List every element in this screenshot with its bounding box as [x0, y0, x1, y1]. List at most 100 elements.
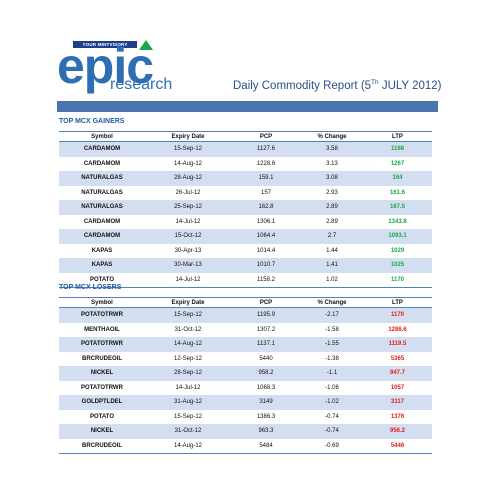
report-title-date: JULY 2012) — [378, 80, 442, 92]
gainers-title: TOP MCX GAINERS — [59, 118, 125, 125]
losers-table-body: POTATOTRWR 15-Sep-12 1195.9 -2.17 1170 MENTHA… — [59, 307, 432, 454]
change-cell: -1.58 — [301, 322, 363, 337]
change-cell: -0.74 — [301, 409, 363, 424]
symbol-cell: POTATOTRWR — [59, 380, 145, 395]
expiry-cell: 14-Jul-12 — [145, 272, 231, 288]
change-cell: -2.17 — [301, 307, 363, 323]
ltp-cell: 1286.6 — [363, 322, 432, 337]
logo-subtitle: research — [110, 76, 173, 93]
change-cell: -1.06 — [301, 380, 363, 395]
table-row: CARDAMOM 15-Oct-12 1064.4 2.7 1093.1 — [59, 229, 432, 244]
ltp-cell: 1119.5 — [363, 337, 432, 352]
ltp-cell: 1093.1 — [363, 229, 432, 244]
ltp-cell: 1029 — [363, 243, 432, 258]
expiry-cell: 12-Sep-12 — [145, 351, 231, 366]
change-cell: 3.13 — [301, 156, 363, 171]
symbol-cell: POTATOTRWR — [59, 337, 145, 352]
symbol-cell: NATURALGAS — [59, 171, 145, 186]
gainers-table-body: CARDAMOM 15-Sep-12 1127.6 3.58 1168 CARDAMOM 1… — [59, 141, 432, 288]
expiry-cell: 14-Jul-12 — [145, 214, 231, 229]
symbol-cell: NICKEL — [59, 366, 145, 381]
table-row: NATURALGAS 26-Jul-12 157 2.93 161.6 — [59, 185, 432, 200]
symbol-cell: GOLDPTLDEL — [59, 395, 145, 410]
expiry-cell: 31-Oct-12 — [145, 322, 231, 337]
symbol-cell: POTATO — [59, 409, 145, 424]
pcp-cell: 5440 — [231, 351, 301, 366]
expiry-cell: 14-Aug-12 — [145, 337, 231, 352]
column-header: Expiry Date — [145, 131, 231, 142]
pcp-cell: 1064.4 — [231, 229, 301, 244]
expiry-cell: 14-Aug-12 — [145, 438, 231, 454]
column-header: % Change — [301, 297, 363, 308]
symbol-cell: NATURALGAS — [59, 200, 145, 215]
pcp-cell: 157 — [231, 185, 301, 200]
table-row: POTATO 15-Sep-12 1386.3 -0.74 1376 — [59, 409, 432, 424]
table-row: BRCRUDEOIL 14-Aug-12 5484 -0.69 5446 — [59, 438, 432, 454]
change-cell: -1.02 — [301, 395, 363, 410]
symbol-cell: BRCRUDEOIL — [59, 438, 145, 454]
pcp-cell: 3149 — [231, 395, 301, 410]
change-cell: -1.38 — [301, 351, 363, 366]
symbol-cell: KAPAS — [59, 258, 145, 273]
ltp-cell: 1170 — [363, 272, 432, 288]
table-row: CARDAMOM 14-Jul-12 1306.1 2.89 1343.8 — [59, 214, 432, 229]
table-row: NATURALGAS 25-Sep-12 162.8 2.89 167.5 — [59, 200, 432, 215]
pcp-cell: 1195.9 — [231, 307, 301, 323]
pcp-cell: 1068.3 — [231, 380, 301, 395]
change-cell: -0.69 — [301, 438, 363, 454]
symbol-cell: MENTHAOIL — [59, 322, 145, 337]
change-cell: -0.74 — [301, 424, 363, 439]
ltp-cell: 167.5 — [363, 200, 432, 215]
change-cell: 2.93 — [301, 185, 363, 200]
expiry-cell: 14-Jul-12 — [145, 380, 231, 395]
column-header: Symbol — [59, 297, 145, 308]
table-row: NATURALGAS 28-Aug-12 159.1 3.08 164 — [59, 171, 432, 186]
change-cell: -1.55 — [301, 337, 363, 352]
ltp-cell: 3117 — [363, 395, 432, 410]
pcp-cell: 1158.2 — [231, 272, 301, 288]
header-banner — [57, 101, 438, 112]
report-title-sup: Th — [371, 79, 379, 86]
report-title-main: Daily Commodity Report (5 — [233, 80, 372, 92]
symbol-cell: CARDAMOM — [59, 141, 145, 157]
column-header: % Change — [301, 131, 363, 142]
column-header: PCP — [231, 131, 301, 142]
ltp-cell: 947.7 — [363, 366, 432, 381]
gainers-header-row: Symbol Expiry Date PCP % Change LTP — [59, 131, 432, 142]
column-header: LTP — [363, 297, 432, 308]
symbol-cell: KAPAS — [59, 243, 145, 258]
table-row: POTATOTRWR 14-Aug-12 1137.1 -1.55 1119.5 — [59, 337, 432, 352]
symbol-cell: BRCRUDEOIL — [59, 351, 145, 366]
table-row: MENTHAOIL 31-Oct-12 1307.2 -1.58 1286.6 — [59, 322, 432, 337]
pcp-cell: 1014.4 — [231, 243, 301, 258]
logo-tagline: YOUR MINTVISORY — [73, 41, 137, 48]
ltp-cell: 1025 — [363, 258, 432, 273]
pcp-cell: 1306.1 — [231, 214, 301, 229]
expiry-cell: 15-Oct-12 — [145, 229, 231, 244]
ltp-cell: 1057 — [363, 380, 432, 395]
expiry-cell: 30-Apr-13 — [145, 243, 231, 258]
pcp-cell: 963.3 — [231, 424, 301, 439]
table-row: KAPAS 30-Mar-13 1010.7 1.41 1025 — [59, 258, 432, 273]
symbol-cell: CARDAMOM — [59, 156, 145, 171]
change-cell: -1.1 — [301, 366, 363, 381]
change-cell: 2.7 — [301, 229, 363, 244]
symbol-cell: NATURALGAS — [59, 185, 145, 200]
column-header: LTP — [363, 131, 432, 142]
table-row: POTATOTRWR 14-Jul-12 1068.3 -1.06 1057 — [59, 380, 432, 395]
losers-table: Symbol Expiry Date PCP % Change LTP POTA… — [59, 297, 432, 454]
gainers-table: Symbol Expiry Date PCP % Change LTP CARD… — [59, 131, 432, 288]
table-row: KAPAS 30-Apr-13 1014.4 1.44 1029 — [59, 243, 432, 258]
table-row: NICKEL 31-Oct-12 963.3 -0.74 956.2 — [59, 424, 432, 439]
table-row: CARDAMOM 14-Aug-12 1228.6 3.13 1267 — [59, 156, 432, 171]
ltp-cell: 1343.8 — [363, 214, 432, 229]
pcp-cell: 159.1 — [231, 171, 301, 186]
expiry-cell: 28-Aug-12 — [145, 171, 231, 186]
table-row: BRCRUDEOIL 12-Sep-12 5440 -1.38 5365 — [59, 351, 432, 366]
losers-title: TOP MCX LOSERS — [59, 284, 122, 291]
ltp-cell: 5446 — [363, 438, 432, 454]
pcp-cell: 5484 — [231, 438, 301, 454]
ltp-cell: 1267 — [363, 156, 432, 171]
symbol-cell: NICKEL — [59, 424, 145, 439]
expiry-cell: 28-Sep-12 — [145, 366, 231, 381]
